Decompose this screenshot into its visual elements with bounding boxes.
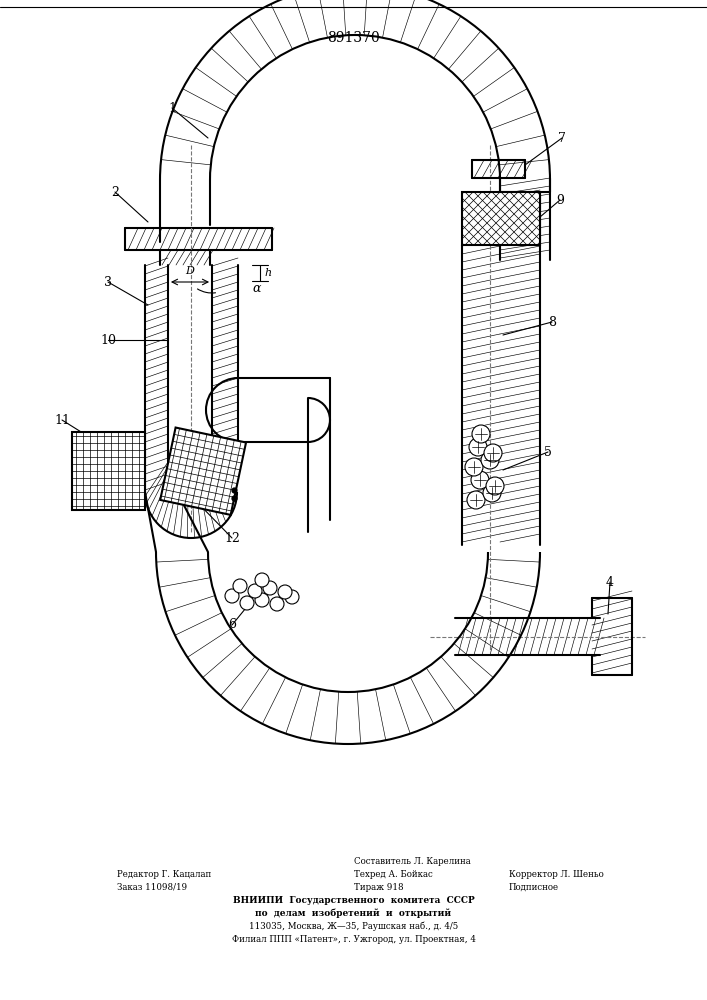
Circle shape <box>486 477 504 495</box>
Text: 113035, Москва, Ж—35, Раушская наб., д. 4/5: 113035, Москва, Ж—35, Раушская наб., д. … <box>249 922 458 931</box>
Text: Тираж 918: Тираж 918 <box>354 883 403 892</box>
Text: 11: 11 <box>54 414 70 426</box>
Circle shape <box>469 438 487 456</box>
Text: α: α <box>252 282 260 294</box>
Circle shape <box>472 425 490 443</box>
Circle shape <box>263 581 277 595</box>
Text: Составитель Л. Карелина: Составитель Л. Карелина <box>354 857 470 866</box>
Circle shape <box>248 584 262 598</box>
Circle shape <box>481 451 499 469</box>
Text: Корректор Л. Шеньо: Корректор Л. Шеньо <box>509 870 604 879</box>
Text: по  делам  изобретений  и  открытий: по делам изобретений и открытий <box>255 908 452 918</box>
Text: 5: 5 <box>544 446 552 458</box>
Bar <box>462 192 540 245</box>
Text: Филиал ППП «Патент», г. Ужгород, ул. Проектная, 4: Филиал ППП «Патент», г. Ужгород, ул. Про… <box>232 935 475 944</box>
Text: 891370: 891370 <box>327 31 380 45</box>
Text: 9: 9 <box>556 194 564 207</box>
Text: 12: 12 <box>224 532 240 544</box>
Circle shape <box>467 491 485 509</box>
Circle shape <box>240 596 254 610</box>
Circle shape <box>255 573 269 587</box>
Bar <box>160 428 246 515</box>
Text: Техред А. Бойкас: Техред А. Бойкас <box>354 870 432 879</box>
Text: h: h <box>264 268 271 278</box>
Bar <box>462 192 540 245</box>
Text: 8: 8 <box>548 316 556 328</box>
Circle shape <box>278 585 292 599</box>
Text: 3: 3 <box>104 275 112 288</box>
Circle shape <box>285 590 299 604</box>
Text: 7: 7 <box>558 131 566 144</box>
Text: 2: 2 <box>111 186 119 198</box>
Circle shape <box>471 471 489 489</box>
Circle shape <box>465 458 483 476</box>
Bar <box>72 432 145 510</box>
Circle shape <box>233 579 247 593</box>
Text: ВНИИПИ  Государственного  комитета  СССР: ВНИИПИ Государственного комитета СССР <box>233 896 474 905</box>
Text: 6: 6 <box>228 618 236 632</box>
Circle shape <box>255 593 269 607</box>
Text: 4: 4 <box>606 576 614 588</box>
Text: Редактор Г. Кацалап: Редактор Г. Кацалап <box>117 870 211 879</box>
Text: Заказ 11098/19: Заказ 11098/19 <box>117 883 187 892</box>
Circle shape <box>225 589 239 603</box>
Text: D: D <box>185 266 194 276</box>
Text: 1: 1 <box>168 102 176 114</box>
Circle shape <box>483 484 501 502</box>
Circle shape <box>484 444 502 462</box>
Text: 10: 10 <box>100 334 116 347</box>
Circle shape <box>270 597 284 611</box>
Text: Подписное: Подписное <box>509 883 559 892</box>
